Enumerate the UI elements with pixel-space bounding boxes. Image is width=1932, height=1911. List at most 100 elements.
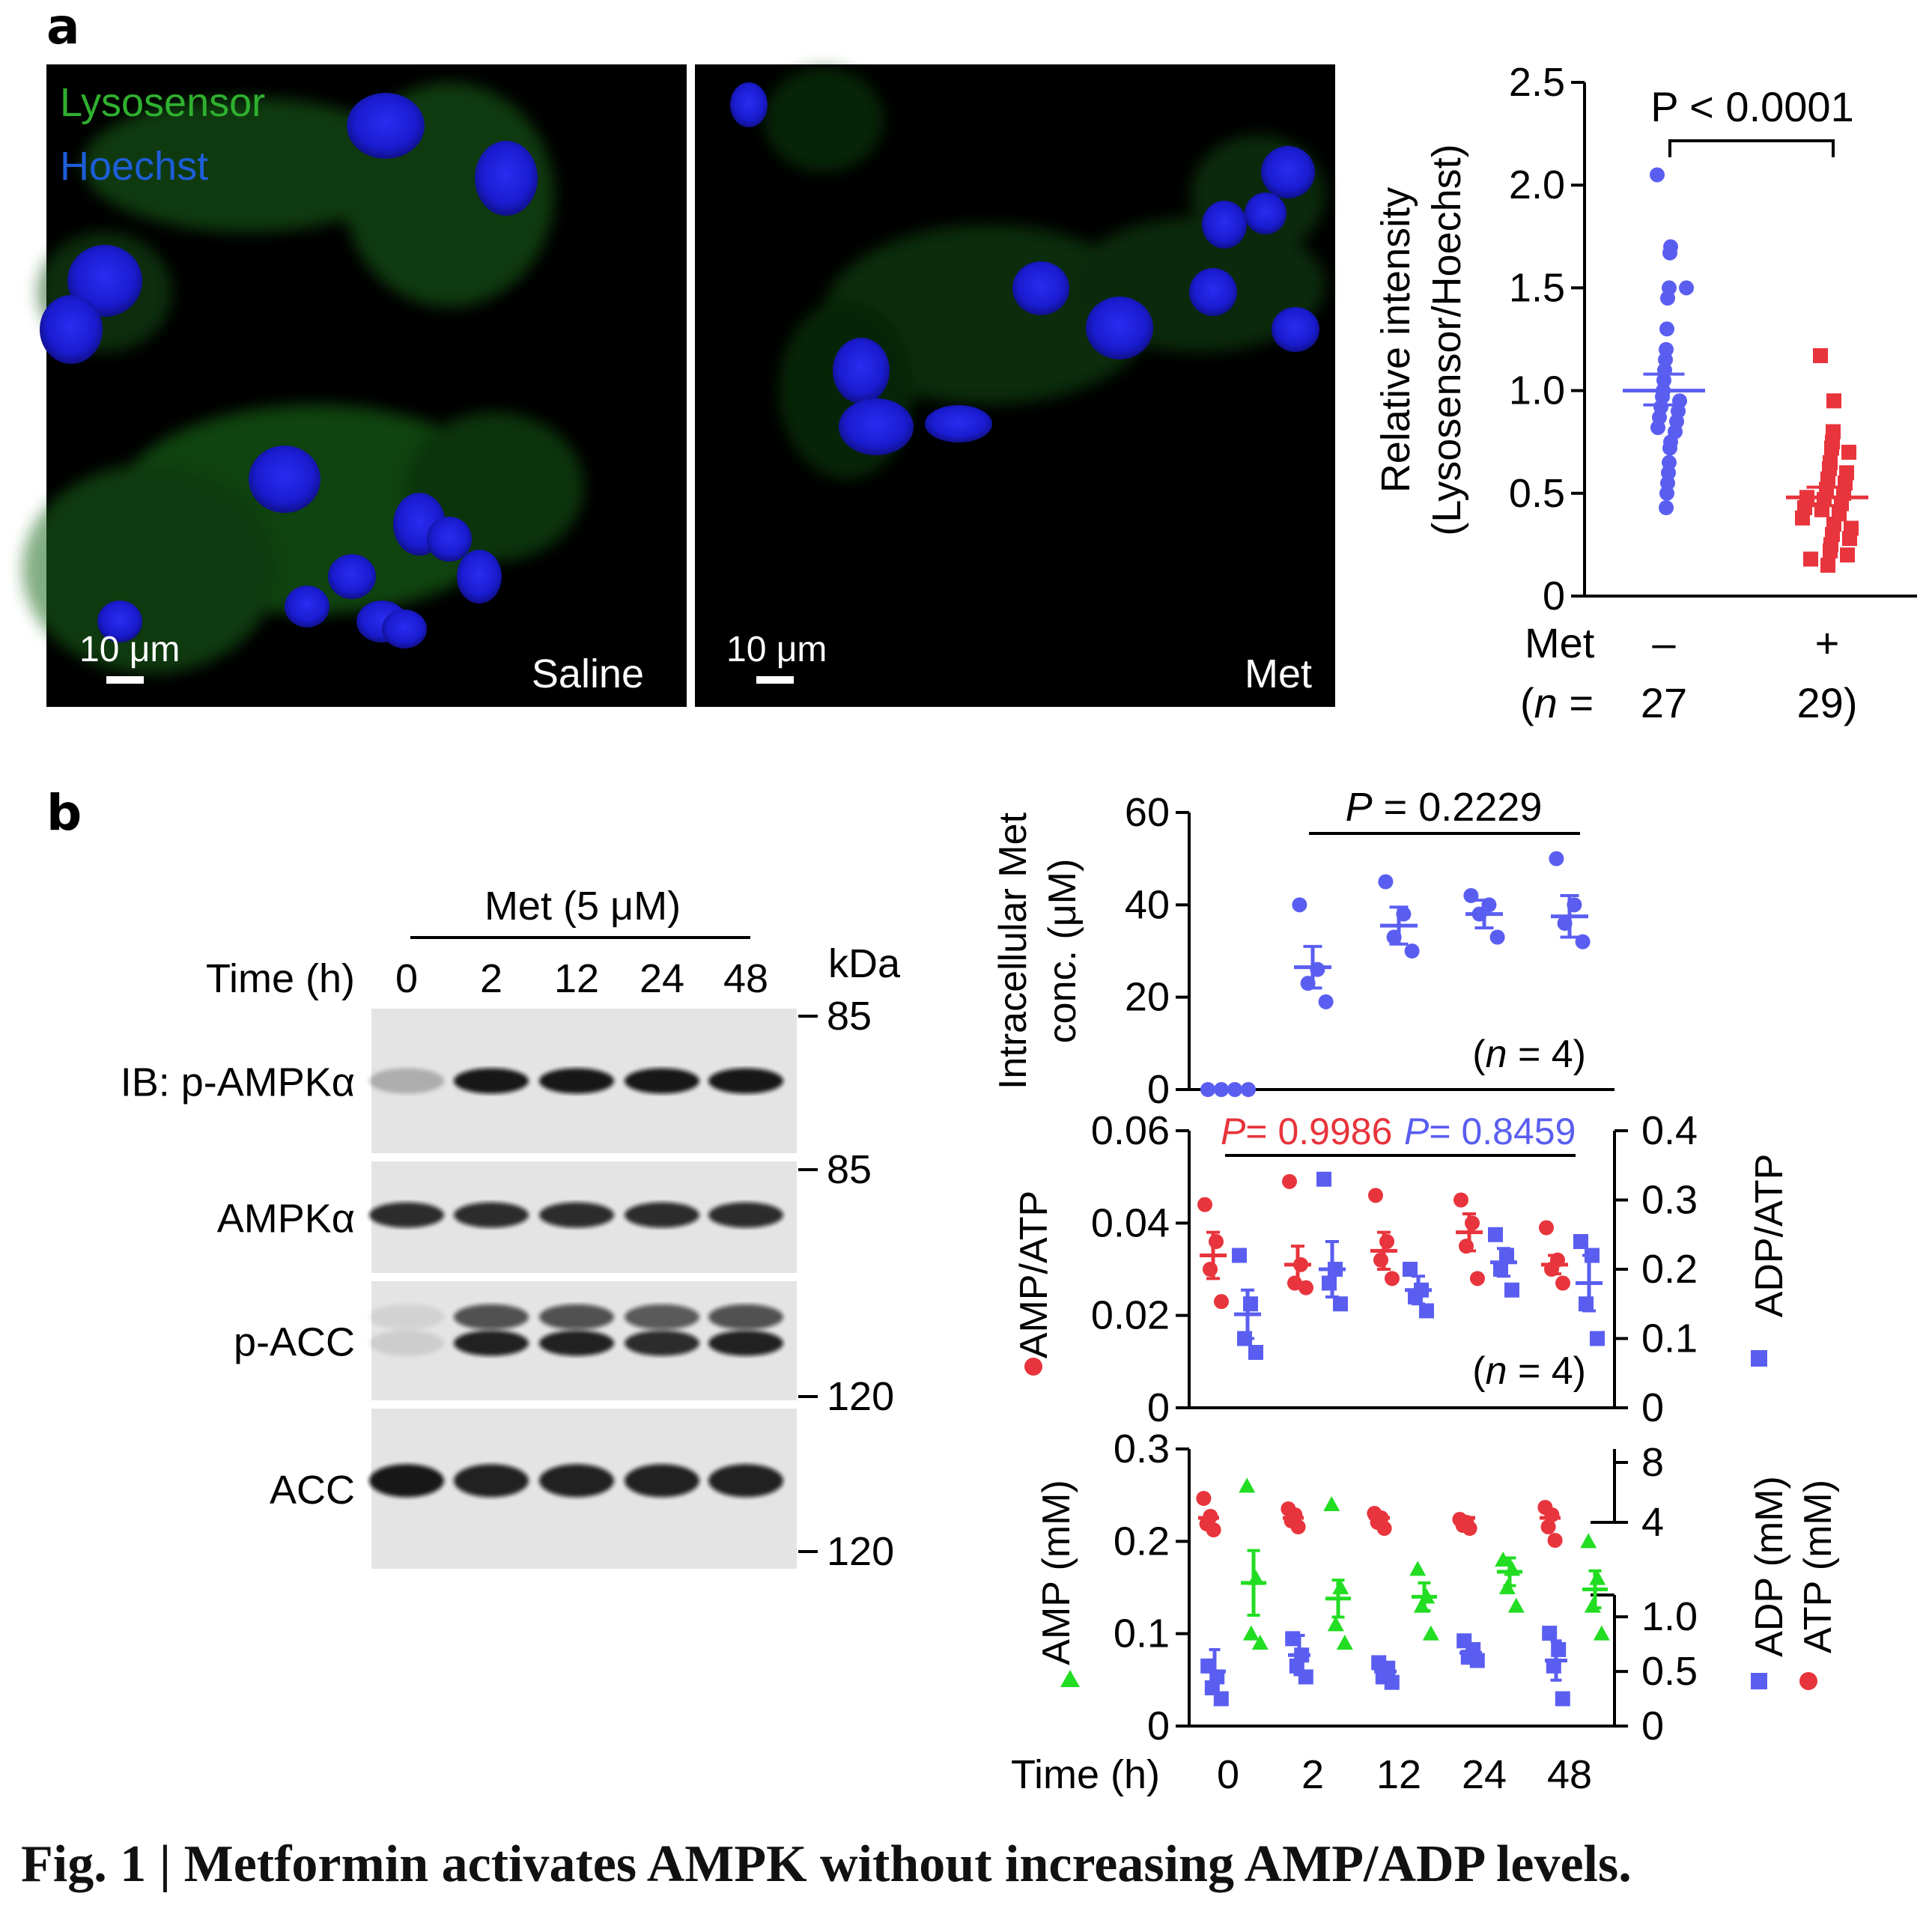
scale-bar-label-saline: 10 μm: [79, 630, 180, 669]
data-point: [1470, 1271, 1485, 1286]
data-point: [1584, 1597, 1601, 1613]
panel-b-letter: b: [46, 784, 82, 842]
x-tick-label: 48: [1547, 1752, 1592, 1797]
data-point: [1573, 1234, 1588, 1249]
y-axis-tick-label: 1.5: [1509, 265, 1565, 310]
scale-bar-label-met: 10 μm: [726, 630, 827, 669]
y-axis-tick-label: 60: [1125, 790, 1170, 835]
data-point: [1662, 440, 1677, 456]
data-point: [1282, 1173, 1297, 1189]
y-axis-label-right: ADP/ATP: [1748, 1154, 1791, 1318]
blot-band: [539, 1304, 614, 1330]
data-point: [1547, 1533, 1563, 1548]
data-point: [1659, 500, 1674, 516]
y-axis-right-low-tick-label: 0.5: [1641, 1649, 1698, 1694]
data-point: [1251, 1635, 1269, 1650]
lane-label: 48: [723, 956, 768, 1001]
n-value-minus: 27: [1641, 679, 1687, 726]
data-point: [1404, 944, 1420, 958]
significance-bracket: [1668, 139, 1835, 157]
data-point: [1196, 1491, 1212, 1506]
atp-legend-marker: [1799, 1672, 1817, 1690]
micrograph-met: [695, 64, 1335, 707]
data-point: [1841, 444, 1856, 460]
blot-row-label: ACC: [270, 1468, 355, 1513]
blot-band: [708, 1202, 783, 1228]
data-point: [1507, 1597, 1525, 1613]
data-point: [1316, 1171, 1331, 1187]
y-axis-left-tick-label: 0.1: [1114, 1611, 1170, 1656]
x-tick-label: 0: [1217, 1752, 1239, 1797]
x-axis-label: Time (h): [1011, 1752, 1160, 1797]
y-axis-tick-label: 0.5: [1509, 471, 1565, 516]
y-axis-label: Intracellular Met: [991, 812, 1035, 1089]
blot-band: [369, 1304, 444, 1330]
data-point: [1242, 1625, 1260, 1641]
y-axis-tick-label: 2.5: [1509, 60, 1565, 105]
data-point: [1227, 1082, 1242, 1097]
blot-band: [369, 1202, 444, 1228]
blot-row-label: IB: p-AMPKα: [121, 1060, 355, 1105]
data-point: [1820, 557, 1835, 573]
data-point: [1336, 1635, 1353, 1650]
data-point: [1453, 1192, 1468, 1208]
western-blot: Met (5 μM) Time (h) kDa 0 2 12 24 48 IB: p-AM…: [121, 884, 901, 1574]
data-point: [1679, 280, 1694, 296]
y-axis-label-units: conc. (μM): [1041, 859, 1084, 1044]
data-point: [1373, 1252, 1388, 1268]
adp-legend-marker: [1751, 1673, 1767, 1689]
y-axis-tick-label: 0: [1147, 1067, 1170, 1112]
y-axis-right-tick-label: 0.4: [1641, 1108, 1698, 1153]
y-axis-right-low-tick-label: 1.0: [1641, 1594, 1698, 1639]
data-point: [1248, 1345, 1263, 1360]
legend-lysosensor: Lysosensor: [60, 80, 265, 125]
y-axis-label-left: AMP/ATP: [1012, 1191, 1056, 1358]
blot-band: [369, 1330, 444, 1356]
data-point: [1213, 1691, 1229, 1707]
data-point: [1842, 531, 1857, 547]
data-point: [1803, 551, 1818, 567]
y-axis-right-tick-label: 0.3: [1641, 1178, 1698, 1223]
blot-band: [539, 1202, 614, 1228]
blot-row-label: AMPKα: [217, 1197, 355, 1242]
data-point: [1292, 897, 1307, 913]
blot-band: [539, 1068, 614, 1094]
lane-label: 2: [480, 956, 502, 1001]
data-point: [1298, 1669, 1313, 1685]
data-point: [1813, 347, 1828, 363]
blot-band: [539, 1330, 614, 1356]
data-point: [1419, 1303, 1434, 1319]
y-axis-left-tick-label: 0.2: [1114, 1519, 1170, 1564]
marker-label: 120: [827, 1529, 894, 1574]
p-value-blue: P= 0.8459: [1404, 1111, 1576, 1152]
y-axis-tick-label: 20: [1125, 975, 1170, 1020]
category-label-minus: –: [1652, 619, 1676, 666]
data-point: [1659, 321, 1674, 337]
blot-band: [369, 1464, 444, 1498]
panel-a-letter: a: [46, 0, 80, 55]
data-point: [1539, 1220, 1554, 1236]
y-axis-tick-label: 1.0: [1509, 368, 1565, 413]
data-point: [1462, 1521, 1477, 1536]
y-axis-label-atp: ATP (mM): [1796, 1480, 1840, 1653]
data-point: [1650, 419, 1665, 435]
y-axis-left-tick-label: 0.04: [1091, 1200, 1170, 1245]
data-point: [1318, 994, 1334, 1009]
blot-band: [369, 1068, 444, 1094]
blot-band: [454, 1304, 529, 1330]
data-point: [1549, 851, 1564, 866]
lane-label: 24: [640, 956, 684, 1001]
data-point: [1378, 874, 1394, 890]
data-point: [1555, 1275, 1570, 1291]
y-axis-tick-label: 40: [1125, 882, 1170, 927]
x-tick-label: 2: [1301, 1752, 1324, 1797]
x-tick-label: 12: [1376, 1752, 1421, 1797]
n-label: (n = 4): [1472, 1033, 1586, 1076]
condition-label-met: Met: [1245, 651, 1312, 696]
data-point: [1650, 167, 1665, 183]
data-point: [1575, 934, 1591, 950]
y-axis-right-high-tick-label: 8: [1641, 1440, 1664, 1485]
blot-band: [708, 1330, 783, 1356]
data-point: [1579, 1296, 1594, 1312]
y-axis-right-tick-label: 0.2: [1641, 1247, 1698, 1292]
